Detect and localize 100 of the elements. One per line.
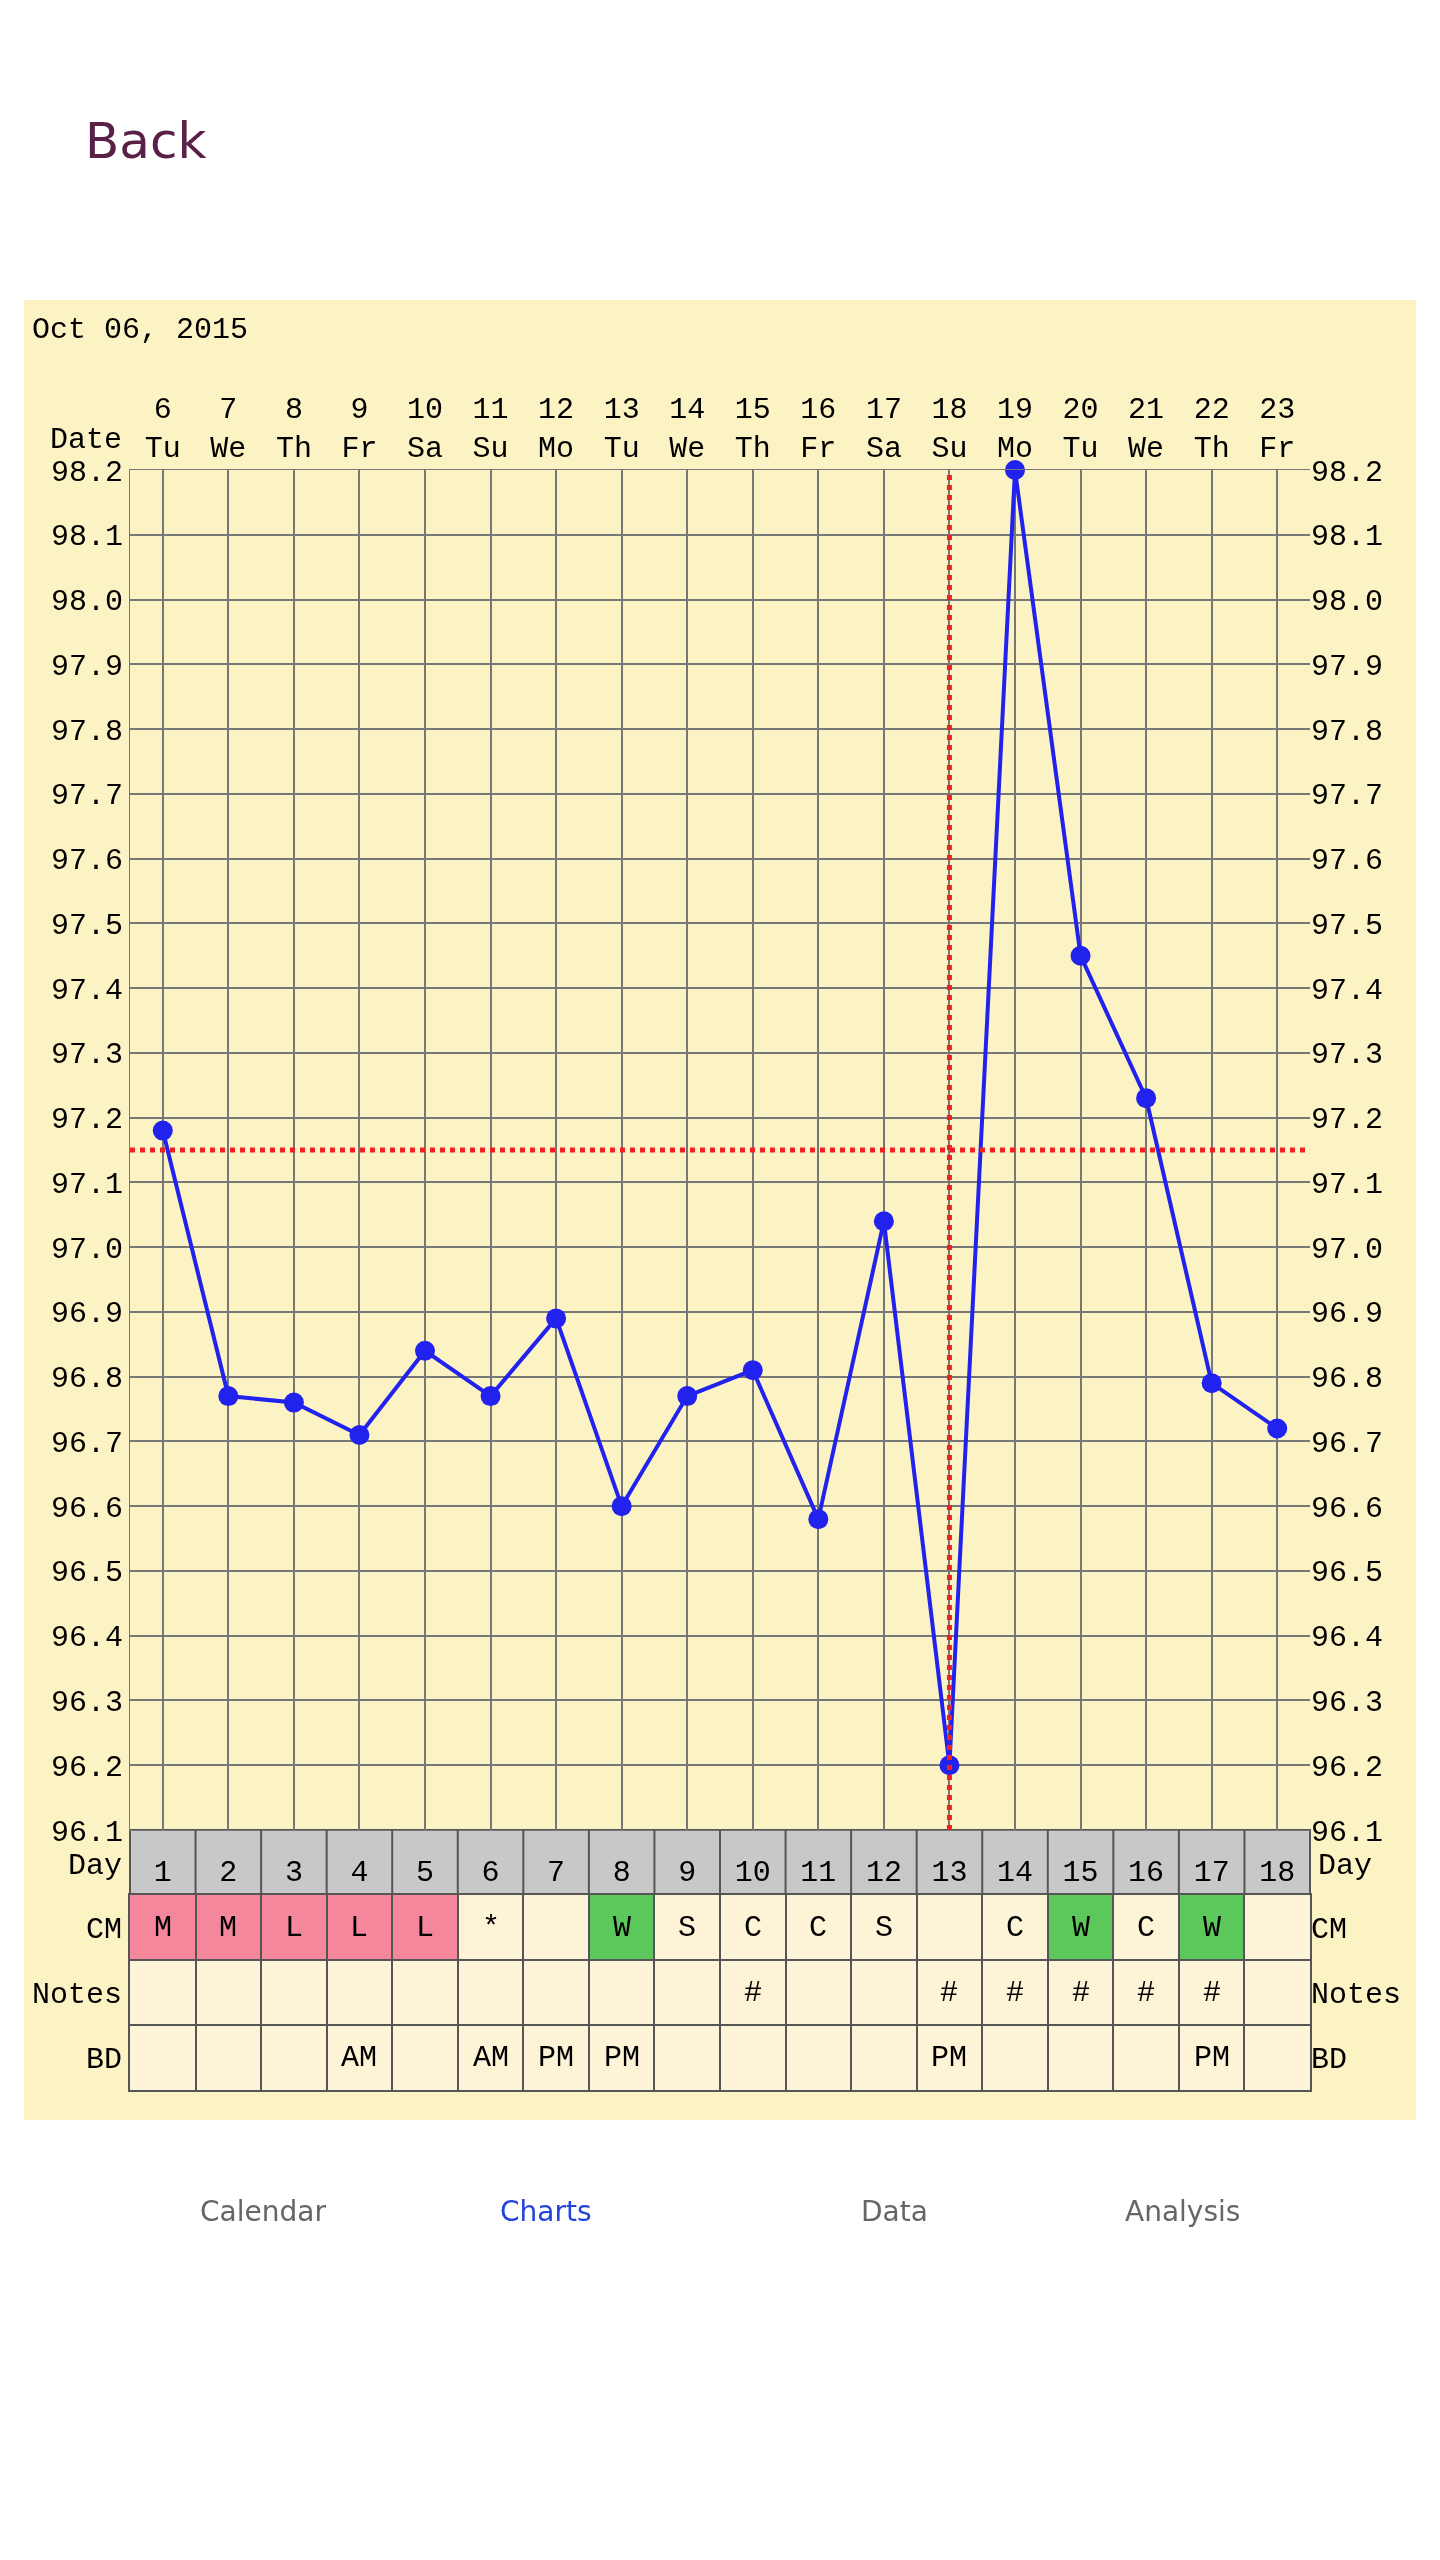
- x2-tick-label: 13: [931, 1856, 968, 1890]
- x2-tick-label: 1: [153, 1856, 172, 1890]
- text: Analysis: [1125, 2195, 1241, 2228]
- point: [415, 1340, 435, 1361]
- text: Charts: [500, 2195, 592, 2228]
- text: #: [1006, 1976, 1025, 2010]
- point: [1005, 460, 1025, 480]
- y2-tick-label: 97.3: [1311, 1038, 1384, 1073]
- y-tick-label: 97.4: [50, 973, 123, 1008]
- point: [1201, 1373, 1222, 1394]
- point: [1267, 1418, 1288, 1439]
- x-tick-label: 11 Su: [472, 393, 509, 466]
- x2-tick-label: 9: [678, 1856, 697, 1890]
- y2-tick-label: 96.7: [1311, 1426, 1384, 1461]
- text: Calendar: [200, 2195, 327, 2228]
- y2-tick-label: 97.0: [1311, 1232, 1384, 1267]
- text: AM: [473, 2041, 510, 2075]
- x2-tick-label: 8: [612, 1856, 631, 1890]
- text: S: [678, 1911, 697, 1945]
- y-tick-label: 96.5: [50, 1556, 123, 1591]
- y2-tick-label: 98.0: [1311, 585, 1384, 620]
- text: L: [285, 1911, 304, 1945]
- y-tick-label: 97.9: [50, 649, 123, 684]
- category-label: BD: [85, 2043, 122, 2077]
- x2-tick-label: 10: [734, 1856, 771, 1890]
- y-tick-label: 97.0: [50, 1232, 123, 1267]
- y2-tick-label: 98.2: [1311, 455, 1384, 490]
- y-tick-label: 96.2: [50, 1750, 123, 1785]
- category-label: BD: [1311, 2043, 1348, 2077]
- point: [873, 1211, 894, 1232]
- x2-tick-label: 16: [1128, 1856, 1165, 1890]
- y-tick-label: 97.5: [50, 908, 123, 943]
- y2-tick-label: 97.6: [1311, 844, 1384, 879]
- point: [218, 1386, 239, 1407]
- text: W: [613, 1911, 632, 1945]
- text: AM: [341, 2041, 378, 2075]
- y-tick-label: 97.1: [50, 1167, 123, 1202]
- point: [546, 1308, 567, 1329]
- y-tick-label: 97.3: [50, 1038, 123, 1073]
- y2-tick-label: 97.5: [1311, 908, 1384, 943]
- x2-tick-label: 2: [219, 1856, 238, 1890]
- y2-tick-label: 96.8: [1311, 1362, 1384, 1397]
- text: Back: [85, 112, 207, 170]
- text: #: [1072, 1976, 1091, 2010]
- x-tick-label: 20 Tu: [1062, 393, 1099, 466]
- y-tick-label: 96.8: [50, 1362, 123, 1397]
- x-tick-label: 19 Mo: [996, 393, 1034, 466]
- point: [1070, 945, 1091, 966]
- y2-tick-label: 97.4: [1311, 973, 1384, 1008]
- y-tick-label: 97.6: [50, 844, 123, 879]
- x-tick-label: 12 Mo: [538, 393, 575, 466]
- x2-tick-label: 14: [996, 1856, 1034, 1890]
- point: [480, 1386, 501, 1407]
- text: C: [1006, 1911, 1025, 1945]
- y-tick-label: 96.4: [50, 1621, 123, 1656]
- x-tick-label: 7 We: [210, 393, 247, 466]
- x2-tick-label: 17: [1193, 1856, 1230, 1890]
- text: C: [809, 1911, 828, 1945]
- y2-tick-label: 96.5: [1311, 1556, 1384, 1591]
- text: PM: [1194, 2041, 1231, 2075]
- category-label: Notes: [1311, 1978, 1402, 2012]
- x2-tick-label: 11: [800, 1856, 837, 1890]
- y2-tick-label: 96.4: [1311, 1621, 1384, 1656]
- x-tick-label: 23 Fr: [1259, 393, 1296, 466]
- x-tick-label: 14 We: [669, 393, 706, 466]
- x2-tick-label: 15: [1062, 1856, 1099, 1890]
- y2-tick-label: 96.2: [1311, 1750, 1384, 1785]
- point: [808, 1509, 829, 1530]
- x2-tick-label: 7: [547, 1856, 566, 1890]
- y2-tick-label: 97.2: [1311, 1103, 1384, 1138]
- text: PM: [538, 2041, 575, 2075]
- x-tick-label: 6 Tu: [144, 393, 181, 466]
- text: #: [1203, 1976, 1222, 2010]
- point: [742, 1360, 763, 1381]
- text: Day: [1318, 1849, 1373, 1883]
- text: PM: [931, 2041, 968, 2075]
- text: PM: [604, 2041, 641, 2075]
- y-tick-label: 98.2: [50, 455, 123, 490]
- x-axis-title: Date: [50, 423, 123, 457]
- x2-axis-title: Day: [68, 1849, 123, 1883]
- x-tick-label: 17 Sa: [865, 393, 902, 466]
- text: C: [1137, 1911, 1156, 1945]
- y2-tick-label: 96.9: [1311, 1297, 1384, 1332]
- text: *: [482, 1911, 501, 1945]
- chart-subtitle: Oct 06, 2015: [32, 313, 249, 347]
- y-tick-label: 96.6: [50, 1491, 123, 1526]
- x-tick-label: 8 Th: [275, 393, 312, 466]
- x-tick-label: 21 We: [1128, 393, 1165, 466]
- y2-tick-label: 98.1: [1311, 520, 1384, 555]
- y-tick-label: 96.7: [50, 1426, 123, 1461]
- x-tick-label: 13 Tu: [603, 393, 640, 466]
- text: L: [350, 1911, 369, 1945]
- x2-tick-label: 5: [415, 1856, 435, 1890]
- point: [349, 1424, 370, 1445]
- x2-tick-label: 18: [1259, 1856, 1296, 1890]
- y-tick-label: 97.2: [50, 1103, 123, 1138]
- text: #: [744, 1976, 763, 2010]
- x-tick-label: 15 Th: [734, 393, 771, 466]
- x-tick-label: 22 Th: [1193, 393, 1230, 466]
- point: [283, 1392, 304, 1413]
